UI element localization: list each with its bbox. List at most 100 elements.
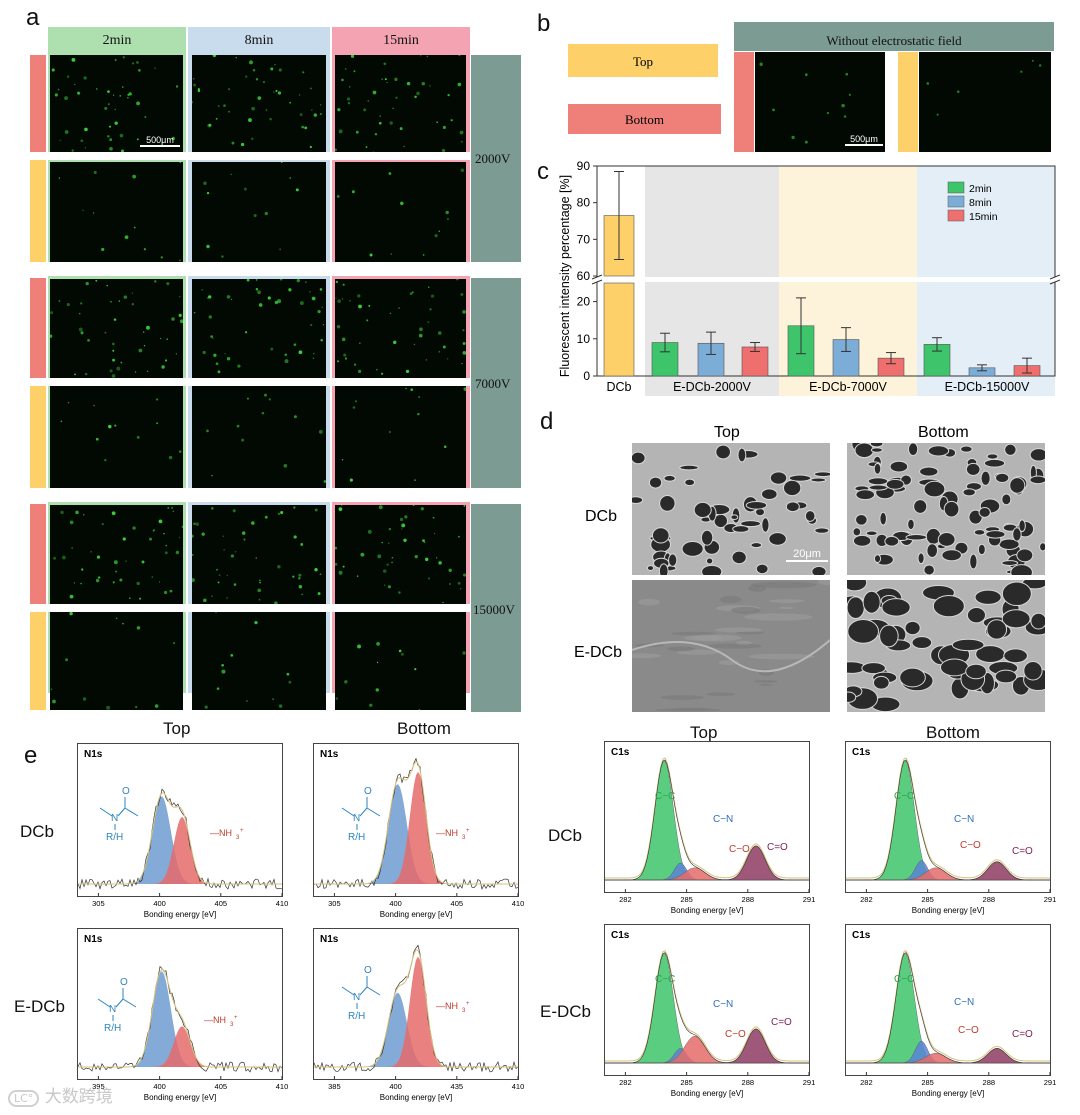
axis-break <box>591 277 1060 282</box>
raw-spectrum <box>77 788 283 890</box>
nh3-peak <box>314 956 518 1067</box>
nh3-peak <box>78 1026 282 1067</box>
bottom-indicator <box>30 55 46 152</box>
fit-envelope <box>314 760 518 885</box>
y-tick-label: 0 <box>583 369 590 383</box>
column-header-2min: 2min <box>48 27 186 53</box>
xps-n1s-plot: N1s O N R/H —NH 3 +305 400 405 410 Bonding energy … <box>77 743 288 919</box>
peak-label: C−N <box>713 999 733 1010</box>
raw-spectrum <box>605 759 809 881</box>
y-tick-label: 80 <box>577 196 591 210</box>
fluorescence-bar-chart: 60 70 80 90 0 10 20 Fluorescent intensity perce… <box>558 159 1060 396</box>
x-tick-label: 291 <box>1044 1078 1057 1087</box>
top-indicator-b <box>898 52 918 152</box>
peak-label: C−N <box>954 997 974 1008</box>
xps-c1s-plot: C1s C−C C−N C−O C=O 282 285 288 291 Bonding energ… <box>845 924 1056 1098</box>
fit-envelope <box>314 949 518 1068</box>
fit-envelope <box>846 949 1050 1062</box>
x-group-label: E-DCb-7000V <box>809 380 887 394</box>
peak-label: C−O <box>725 1029 746 1040</box>
voltage-band-15000: 15000V <box>471 504 521 712</box>
raw-spectrum <box>846 759 1050 881</box>
svg-text:+: + <box>466 1001 470 1007</box>
bottom-indicator-b <box>734 52 754 152</box>
voltage-band-2000: 2000V <box>471 55 521 262</box>
fluorescence-image <box>192 612 326 710</box>
fluorescence-image <box>335 505 466 604</box>
x-group-label: E-DCb-2000V <box>673 380 751 394</box>
panel-label-b: b <box>537 10 551 37</box>
sem-image-dcb-top <box>632 443 830 575</box>
svg-text:N: N <box>353 813 360 824</box>
sem-image-edcb-bottom <box>847 580 1045 712</box>
fluorescence-image <box>50 162 183 262</box>
fluorescence-image <box>192 386 326 488</box>
peak-label: C−N <box>713 814 733 825</box>
x-tick-label: 385 <box>328 1082 341 1091</box>
xps-title: C1s <box>852 747 871 758</box>
svg-text:+: + <box>240 828 244 834</box>
top-label: Top <box>568 44 718 77</box>
x-axis-label: Bonding energy [eV] <box>671 1089 744 1098</box>
x-tick-label: 291 <box>803 895 816 904</box>
cc-peak <box>605 953 809 1064</box>
fluorescence-image <box>50 386 183 488</box>
fluorescence-image-top-nofield <box>919 52 1051 152</box>
fluorescence-image-bottom-nofield <box>755 52 885 152</box>
x-tick-label: 282 <box>619 1078 632 1087</box>
fluorescence-image <box>335 386 466 488</box>
x-tick-label: 405 <box>215 1082 228 1091</box>
xps-title: N1s <box>320 749 339 760</box>
sem-image-dcb-bottom <box>847 443 1045 575</box>
legend-swatch <box>947 195 965 208</box>
svg-text:R/H: R/H <box>106 832 123 843</box>
bottom-label: Bottom <box>568 104 721 134</box>
fluorescence-image <box>335 162 466 262</box>
x-axis-label: Bonding energy [eV] <box>380 910 453 919</box>
bottom-indicator <box>30 504 46 604</box>
x-tick-label: 285 <box>680 895 693 904</box>
x-tick-label: 410 <box>512 899 525 908</box>
x-axis-label: Bonding energy [eV] <box>912 906 985 915</box>
xps-title: N1s <box>84 749 103 760</box>
panel-label-a: a <box>26 4 40 31</box>
xps-c-row-edcb: E-DCb <box>540 1002 592 1021</box>
x-tick-label: 305 <box>328 899 341 908</box>
cc-peak <box>605 760 809 881</box>
x-group-label: DCb <box>606 380 631 394</box>
x-tick-label: 435 <box>451 1082 464 1091</box>
x-axis-label: Bonding energy [eV] <box>912 1089 985 1098</box>
x-tick-label: 285 <box>921 1078 934 1087</box>
x-axis-label: Bonding energy [eV] <box>671 906 744 915</box>
fluorescence-image <box>192 279 326 378</box>
fluorescence-image <box>50 612 183 710</box>
raw-spectrum <box>846 952 1050 1064</box>
xps-n-col-bottom: Bottom <box>397 719 451 738</box>
x-tick-label: 405 <box>215 899 228 908</box>
svg-text:3: 3 <box>462 1008 466 1014</box>
svg-text:O: O <box>364 965 372 976</box>
xps-c1s-plot: C1s C−C C−N C−O C=O 282 285 288 291 Bonding energ… <box>604 924 815 1098</box>
row-separator <box>28 604 472 612</box>
y-tick-label: 90 <box>577 159 591 173</box>
xps-title: N1s <box>84 934 103 945</box>
svg-text:N: N <box>353 992 360 1003</box>
fluorescence-image <box>50 55 183 152</box>
xps-n-row-dcb: DCb <box>20 822 55 841</box>
xps-title: C1s <box>611 930 630 941</box>
peak-label: C−O <box>958 1025 979 1036</box>
svg-text:O: O <box>122 786 130 797</box>
peak-label: C=O <box>771 1017 792 1028</box>
svg-text:3: 3 <box>230 1022 234 1028</box>
top-indicator <box>30 612 46 710</box>
svg-text:O: O <box>120 977 128 988</box>
watermark: LC° 大数跨境 <box>8 1082 113 1107</box>
fluorescence-image <box>192 505 326 604</box>
scale-bar-d: 20μm <box>786 548 828 562</box>
svg-text:N: N <box>111 813 118 824</box>
x-tick-label: 410 <box>276 1082 289 1091</box>
nh3-label: —NH <box>436 828 458 838</box>
amide-structure: O N R/H <box>99 786 139 843</box>
voltage-band-7000: 7000V <box>471 278 521 488</box>
peak-label: C−N <box>954 814 974 825</box>
